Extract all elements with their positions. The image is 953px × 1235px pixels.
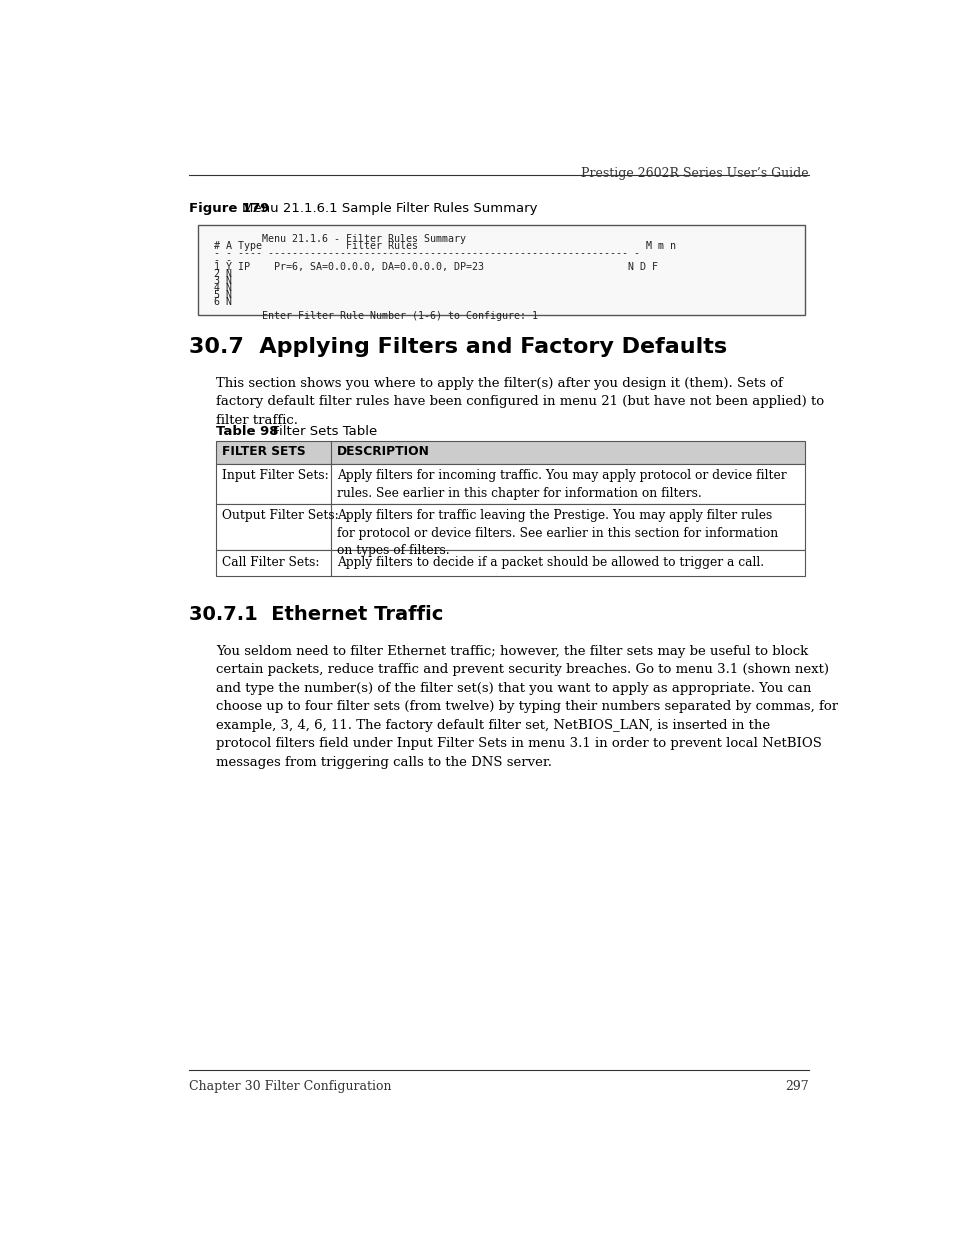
Text: - -: - -	[208, 256, 232, 266]
FancyBboxPatch shape	[216, 504, 804, 550]
Text: Prestige 2602R Series User’s Guide: Prestige 2602R Series User’s Guide	[580, 168, 808, 180]
Text: Menu 21.1.6.1 Sample Filter Rules Summary: Menu 21.1.6.1 Sample Filter Rules Summar…	[241, 203, 537, 215]
FancyBboxPatch shape	[216, 464, 804, 504]
Text: Figure 179: Figure 179	[189, 203, 269, 215]
FancyBboxPatch shape	[216, 550, 804, 576]
Text: Apply filters for traffic leaving the Prestige. You may apply filter rules
for p: Apply filters for traffic leaving the Pr…	[336, 509, 778, 557]
FancyBboxPatch shape	[216, 441, 804, 464]
Text: Apply filters for incoming traffic. You may apply protocol or device filter
rule: Apply filters for incoming traffic. You …	[336, 469, 786, 500]
Text: Output Filter Sets:: Output Filter Sets:	[222, 509, 338, 522]
Text: Enter Filter Rule Number (1-6) to Configure: 1: Enter Filter Rule Number (1-6) to Config…	[208, 311, 537, 321]
Text: 3 N: 3 N	[208, 275, 232, 287]
Text: - - ---- ------------------------------------------------------------ -: - - ---- -------------------------------…	[208, 248, 639, 258]
Text: 30.7.1  Ethernet Traffic: 30.7.1 Ethernet Traffic	[189, 605, 443, 624]
Text: 2 N: 2 N	[208, 269, 232, 279]
Text: 6 N: 6 N	[208, 296, 232, 306]
Text: Call Filter Sets:: Call Filter Sets:	[222, 556, 319, 568]
Text: Menu 21.1.6 - Filter Rules Summary: Menu 21.1.6 - Filter Rules Summary	[208, 235, 465, 245]
Text: 4 N: 4 N	[208, 283, 232, 293]
Text: You seldom need to filter Ethernet traffic; however, the filter sets may be usef: You seldom need to filter Ethernet traff…	[216, 645, 838, 769]
FancyBboxPatch shape	[198, 225, 804, 315]
Text: 30.7  Applying Filters and Factory Defaults: 30.7 Applying Filters and Factory Defaul…	[189, 337, 726, 357]
Text: DESCRIPTION: DESCRIPTION	[336, 445, 430, 458]
Text: 5 N: 5 N	[208, 290, 232, 300]
Text: Input Filter Sets:: Input Filter Sets:	[222, 469, 329, 483]
Text: Filter Sets Table: Filter Sets Table	[264, 425, 377, 438]
Text: This section shows you where to apply the filter(s) after you design it (them). : This section shows you where to apply th…	[216, 377, 823, 427]
Text: 297: 297	[784, 1079, 808, 1093]
Text: Apply filters to decide if a packet should be allowed to trigger a call.: Apply filters to decide if a packet shou…	[336, 556, 763, 568]
Text: Chapter 30 Filter Configuration: Chapter 30 Filter Configuration	[189, 1079, 391, 1093]
Text: 1 Y IP    Pr=6, SA=0.0.0.0, DA=0.0.0.0, DP=23                        N D F: 1 Y IP Pr=6, SA=0.0.0.0, DA=0.0.0.0, DP=…	[208, 262, 657, 272]
Text: Table 98: Table 98	[216, 425, 278, 438]
Text: FILTER SETS: FILTER SETS	[222, 445, 306, 458]
Text: # A Type              Filter Rules                                      M m n: # A Type Filter Rules M m n	[208, 241, 675, 252]
